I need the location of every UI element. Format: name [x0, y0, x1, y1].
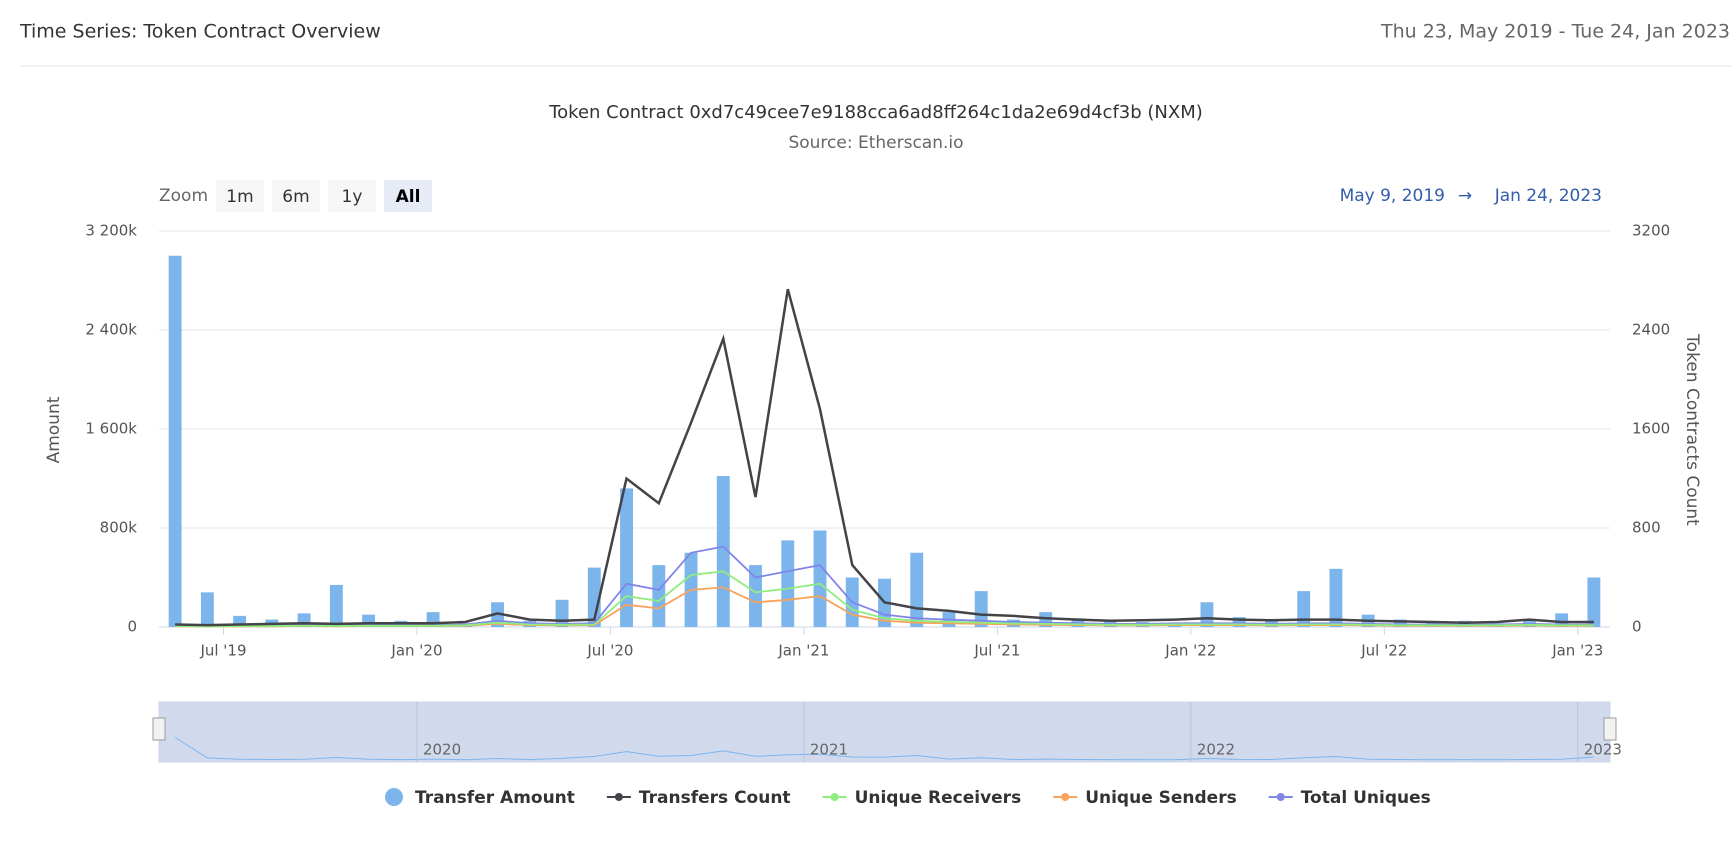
- legend-marker: [1061, 793, 1070, 801]
- y2-tick-label: 0: [1632, 618, 1642, 636]
- legend-marker: [614, 793, 623, 801]
- zoom-button[interactable]: [216, 180, 264, 212]
- zoom-button[interactable]: [384, 180, 432, 212]
- legend-label[interactable]: Unique Receivers: [855, 788, 1022, 808]
- bar: [200, 592, 214, 627]
- bar: [1297, 591, 1311, 627]
- y2-tick-label: 2400: [1632, 321, 1670, 339]
- x-tick-label: Jan '23: [1551, 642, 1603, 660]
- bar: [652, 565, 666, 627]
- navigator-label: 2023: [1584, 741, 1622, 759]
- bar: [587, 567, 601, 627]
- navigator-line: [174, 737, 1594, 761]
- legend-marker: [385, 788, 403, 806]
- chart-subtitle: Source: Etherscan.io: [788, 133, 963, 153]
- bar: [1232, 617, 1246, 627]
- zoom-button[interactable]: [272, 180, 320, 212]
- header-date-range: Thu 23, May 2019 - Tue 24, Jan 2023: [1380, 21, 1730, 43]
- bar: [1329, 568, 1343, 627]
- series-line: [175, 288, 1594, 627]
- y2-axis-title: Token Contracts Count: [1682, 333, 1702, 526]
- x-tick-label: Jul '22: [1360, 642, 1407, 660]
- bar: [781, 540, 795, 627]
- range-to: Jan 24, 2023: [1494, 186, 1602, 206]
- zoom-label: Zoom: [159, 186, 208, 206]
- bar: [1587, 577, 1601, 627]
- navigator-label: 2022: [1197, 741, 1235, 759]
- navigator-label: 2021: [810, 741, 848, 759]
- x-tick-label: Jan '20: [390, 642, 442, 660]
- legend-marker: [830, 793, 839, 801]
- x-tick-label: Jan '21: [777, 642, 829, 660]
- bar: [1393, 619, 1407, 627]
- y-tick-label: 3 200k: [85, 222, 137, 240]
- chart-title: Token Contract 0xd7c49cee7e9188cca6ad8ff…: [548, 102, 1203, 123]
- y-tick-label: 0: [127, 618, 137, 636]
- navigator-handle[interactable]: [1603, 717, 1617, 741]
- header-title: Time Series: Token Contract Overview: [19, 21, 381, 43]
- x-tick-label: Jul '21: [973, 642, 1020, 660]
- y2-tick-label: 1600: [1632, 420, 1670, 438]
- legend-label[interactable]: Transfers Count: [639, 788, 791, 808]
- y-tick-label: 2 400k: [85, 321, 137, 339]
- bar: [168, 255, 182, 627]
- range-from: May 9, 2019: [1340, 186, 1445, 206]
- bar: [974, 591, 988, 627]
- zoom-button-label[interactable]: 1y: [342, 187, 363, 207]
- x-tick-label: Jan '22: [1164, 642, 1216, 660]
- legend-label[interactable]: Transfer Amount: [415, 788, 575, 808]
- zoom-button-label[interactable]: 6m: [282, 187, 309, 207]
- legend-label[interactable]: Total Uniques: [1301, 788, 1431, 808]
- y-tick-label: 1 600k: [85, 420, 137, 438]
- bar: [233, 615, 247, 627]
- navigator-label: 2020: [423, 741, 461, 759]
- navigator-handle[interactable]: [152, 717, 166, 741]
- x-tick-label: Jul '19: [199, 642, 246, 660]
- bar: [749, 565, 762, 627]
- y-tick-label: 800k: [100, 519, 138, 537]
- bar: [910, 552, 924, 627]
- range-arrow: →: [1458, 186, 1472, 206]
- bar: [620, 488, 633, 627]
- zoom-button[interactable]: [328, 180, 376, 212]
- legend-label[interactable]: Unique Senders: [1085, 788, 1237, 808]
- x-tick-label: Jul '20: [586, 642, 633, 660]
- series-line: [175, 570, 1594, 628]
- zoom-button-label[interactable]: All: [396, 187, 421, 207]
- bar: [1200, 602, 1214, 627]
- navigator-mask: [158, 701, 1611, 763]
- y2-tick-label: 800: [1632, 519, 1661, 537]
- bar: [813, 530, 827, 627]
- legend-marker: [1276, 793, 1285, 801]
- bar: [329, 584, 343, 627]
- zoom-button-label[interactable]: 1m: [226, 187, 253, 207]
- y-axis-title: Amount: [44, 396, 64, 463]
- y2-tick-label: 3200: [1632, 222, 1670, 240]
